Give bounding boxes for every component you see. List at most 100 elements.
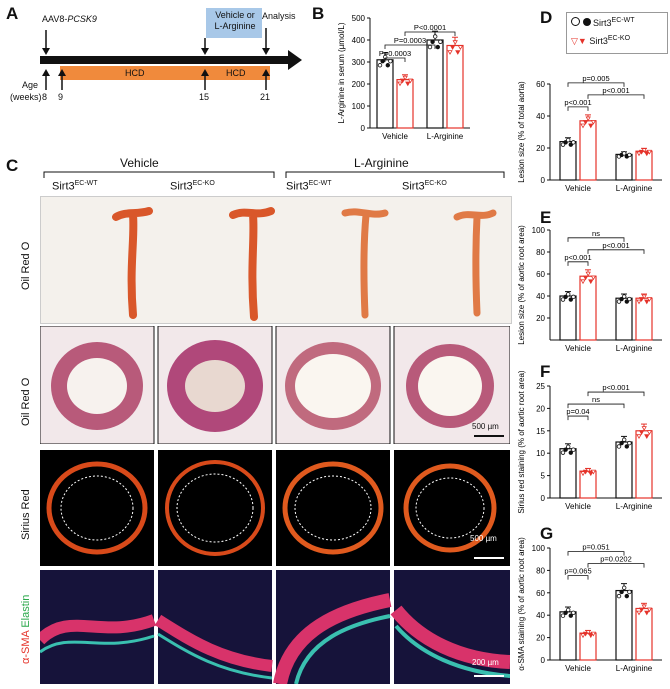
data-point	[452, 40, 458, 46]
bar	[579, 275, 597, 341]
bar	[376, 59, 394, 129]
row-label-sirius: Sirius Red	[20, 489, 32, 540]
significance-label: p=0.04	[566, 407, 589, 416]
significance-label: p=0.0202	[600, 555, 632, 564]
significance-bracket	[567, 415, 589, 421]
data-point	[582, 631, 589, 637]
data-point	[636, 151, 642, 157]
data-point	[435, 44, 440, 50]
sma-section-4	[390, 570, 511, 684]
bar	[446, 44, 464, 129]
bar	[559, 448, 577, 499]
oil-red-root-images	[39, 325, 511, 445]
data-point	[624, 299, 629, 304]
y-tick-label: 40	[536, 112, 545, 121]
data-point	[638, 149, 645, 155]
chart-g: 0 20 40 60 80 100 α-SMA staining (% of aortic …	[517, 537, 662, 673]
data-point	[585, 271, 591, 277]
y-tick-label: 60	[536, 589, 545, 598]
significance-bracket	[587, 391, 645, 397]
panel-d-letter: D	[540, 8, 553, 27]
data-point	[588, 123, 594, 129]
data-point	[449, 45, 456, 50]
category-label: L-Arginine	[616, 184, 653, 193]
treatment-label: Vehicle or L-Arginine	[214, 10, 256, 31]
data-point	[457, 45, 464, 50]
data-point	[563, 610, 568, 616]
y-tick-label: 5	[541, 472, 546, 481]
data-point	[638, 430, 645, 435]
data-point	[638, 607, 645, 613]
y-axis-label: α-SMA staining (% of aortic root area)	[517, 537, 526, 671]
week-9: 9	[58, 92, 64, 102]
significance-label: p<0.001	[602, 241, 629, 250]
genotype-2: Sirt3EC-KO	[170, 180, 215, 193]
genotype-1: Sirt3EC-WT	[52, 180, 98, 193]
data-point	[588, 471, 594, 477]
significance-bracket	[404, 31, 456, 36]
aorta-2	[229, 207, 275, 321]
sma-section-3	[273, 570, 392, 686]
category-label: Vehicle	[565, 664, 591, 673]
oil-red-root-row	[39, 325, 511, 445]
significance-bracket	[567, 237, 625, 242]
data-point	[455, 50, 461, 55]
significance-bracket	[587, 94, 645, 99]
bar	[615, 441, 633, 499]
data-point	[397, 81, 403, 87]
age-label: Age	[22, 80, 39, 90]
y-tick-label: 40	[536, 292, 545, 301]
data-point	[388, 58, 393, 64]
data-point	[447, 50, 453, 55]
data-point	[619, 296, 624, 302]
bar	[579, 632, 597, 661]
root-section-3	[275, 325, 391, 445]
data-point	[385, 63, 390, 68]
bar	[615, 589, 633, 661]
data-point	[641, 294, 647, 300]
significance-bracket	[384, 44, 436, 49]
significance-bracket	[567, 106, 589, 111]
data-point	[646, 149, 653, 155]
significance-label: p=0.065	[564, 567, 591, 576]
significance-label: ns	[592, 229, 600, 238]
y-tick-label: 100	[532, 226, 546, 235]
significance-label: p=0.005	[582, 74, 609, 83]
sirius-section-1	[40, 450, 154, 566]
significance-label: p<0.001	[564, 98, 591, 107]
y-tick-label: 200	[352, 80, 366, 89]
data-point	[560, 450, 566, 455]
data-point	[585, 116, 591, 122]
group-larginine: L-Arginine	[354, 156, 409, 170]
significance-bracket	[587, 249, 645, 254]
y-tick-label: 0	[541, 176, 546, 185]
analysis-label: Analysis	[262, 11, 296, 21]
data-point	[646, 430, 653, 435]
data-point	[644, 299, 650, 305]
sirius-section-4	[394, 450, 510, 566]
bar	[559, 140, 577, 181]
sma-section-2	[154, 570, 273, 684]
y-tick-label: 60	[536, 80, 545, 89]
chart-d: 0 20 40 60 Lesion size (% of total aorta) Veh…	[517, 74, 662, 193]
significance-label: P=0.0003	[379, 49, 411, 58]
data-point	[590, 631, 597, 637]
data-point	[590, 469, 597, 475]
data-point	[621, 585, 627, 590]
data-point	[585, 468, 591, 473]
data-point	[636, 434, 642, 439]
data-point	[644, 151, 650, 157]
aorta-3	[341, 208, 389, 319]
panel-a-letter: A	[6, 4, 19, 23]
y-tick-label: 100	[352, 102, 366, 111]
y-tick-label: 100	[532, 544, 546, 553]
scale-bar-2: 500 µm	[470, 534, 497, 543]
data-point	[582, 469, 589, 475]
data-point	[566, 444, 571, 449]
row-label-root: Oil Red O	[20, 377, 32, 426]
data-point	[580, 471, 586, 477]
data-point	[627, 440, 632, 446]
data-point	[619, 589, 624, 595]
data-point	[644, 434, 650, 439]
sirius-section-3	[276, 450, 390, 566]
